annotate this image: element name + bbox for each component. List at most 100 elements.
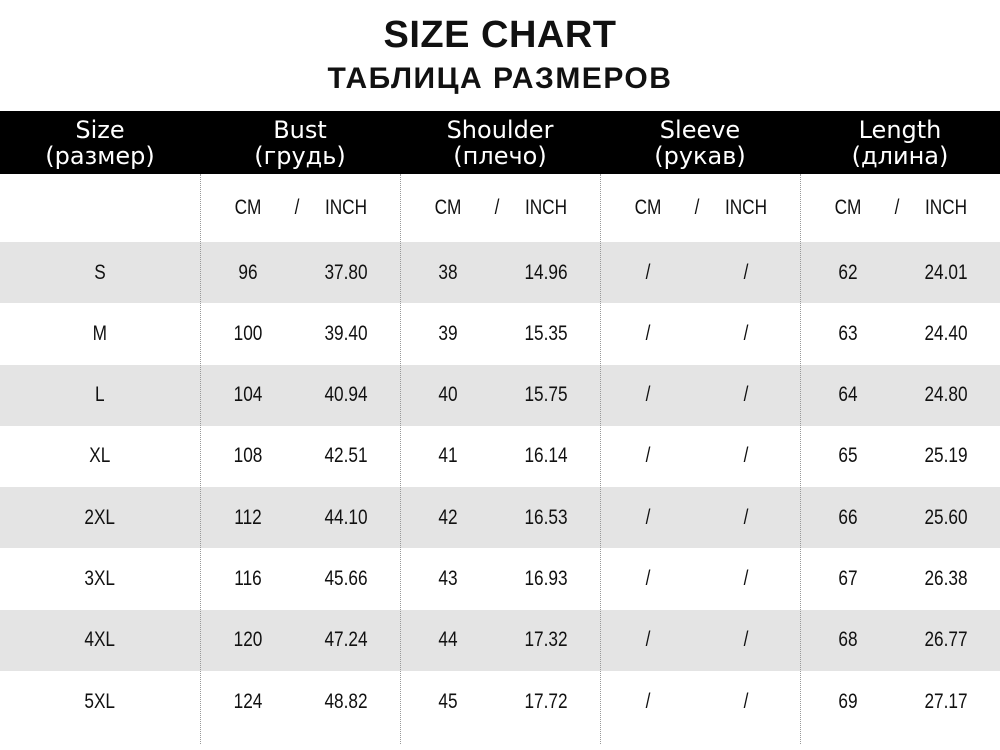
length-inch: 25.19 bbox=[924, 444, 968, 468]
bust-cm: 96 bbox=[238, 260, 258, 284]
shoulder-cell: 45 17.72 bbox=[400, 671, 600, 732]
column-header-en: Size bbox=[75, 116, 125, 144]
sleeve-cm: / bbox=[645, 505, 651, 529]
column-header-en: Length bbox=[858, 116, 942, 144]
length-cell: 69 27.17 bbox=[800, 671, 1000, 732]
unit-group: CM / INCH bbox=[600, 174, 800, 241]
length-cell: 65 25.19 bbox=[800, 426, 1000, 487]
size-label: M bbox=[92, 321, 108, 345]
size-label: XL bbox=[89, 444, 111, 468]
sleeve-cm: / bbox=[645, 321, 651, 345]
sleeve-cm: / bbox=[645, 383, 651, 407]
shoulder-inch: 14.96 bbox=[524, 260, 568, 284]
column-header-en: Sleeve bbox=[659, 116, 741, 144]
length-cm: 63 bbox=[838, 321, 858, 345]
table-row: 4XL 120 47.24 44 17.32//68 26.77 bbox=[0, 609, 1000, 671]
shoulder-cm: 43 bbox=[438, 567, 458, 590]
unit-group: CM / INCH bbox=[800, 174, 1000, 241]
length-cm: 68 bbox=[838, 628, 858, 652]
shoulder-cell: 42 16.53 bbox=[400, 487, 600, 548]
bust-cm: 104 bbox=[233, 383, 263, 407]
bust-cell: 108 42.51 bbox=[200, 426, 400, 487]
bust-inch: 47.24 bbox=[324, 628, 368, 652]
size-cell: 4XL bbox=[0, 610, 200, 671]
shoulder-inch: 16.53 bbox=[524, 505, 568, 529]
bust-inch: 45.66 bbox=[324, 567, 368, 590]
sleeve-inch: / bbox=[743, 321, 749, 345]
shoulder-cm: 39 bbox=[438, 321, 458, 345]
sleeve-cm: / bbox=[645, 444, 651, 468]
size-label: 3XL bbox=[84, 567, 116, 590]
bust-cell: 112 44.10 bbox=[200, 487, 400, 548]
sleeve-inch: / bbox=[743, 689, 749, 713]
size-label: 4XL bbox=[84, 628, 116, 652]
shoulder-cm: 41 bbox=[438, 444, 458, 468]
unit-inch: INCH bbox=[324, 195, 368, 219]
table-row: M 100 39.40 39 15.35//63 24.40 bbox=[0, 303, 1000, 364]
unit-cm: CM bbox=[634, 195, 662, 219]
bust-inch: 40.94 bbox=[324, 383, 368, 407]
shoulder-inch: 16.93 bbox=[524, 567, 568, 590]
size-label: L bbox=[95, 383, 105, 407]
bust-cm: 112 bbox=[234, 505, 262, 529]
column-header-en: Shoulder bbox=[446, 116, 554, 144]
bust-cm: 108 bbox=[233, 444, 263, 468]
column-header-ru: (плечо) bbox=[453, 142, 547, 170]
table-row: S 96 37.80 38 14.96//62 24.01 bbox=[0, 242, 1000, 303]
bust-cell: 96 37.80 bbox=[200, 242, 400, 303]
sleeve-cell: / / bbox=[600, 610, 800, 671]
sleeve-cell: / / bbox=[600, 303, 800, 364]
shoulder-cell: 39 15.35 bbox=[400, 303, 600, 364]
size-label: 2XL bbox=[84, 505, 116, 529]
column-header: Sleeve (рукав) bbox=[600, 111, 800, 174]
length-inch: 24.01 bbox=[924, 260, 968, 284]
length-inch: 26.77 bbox=[924, 628, 968, 652]
length-inch: 26.38 bbox=[924, 567, 968, 590]
unit-group: CM / INCH bbox=[400, 174, 600, 241]
size-label: S bbox=[94, 260, 106, 284]
bust-cell: 104 40.94 bbox=[200, 365, 400, 426]
column-divider bbox=[400, 174, 401, 744]
shoulder-cm: 42 bbox=[438, 505, 458, 529]
length-cm: 66 bbox=[838, 505, 858, 529]
shoulder-cell: 44 17.32 bbox=[400, 610, 600, 671]
page-title: SIZE CHART bbox=[383, 14, 617, 56]
bust-cell: 124 48.82 bbox=[200, 671, 400, 732]
bust-cell: 100 39.40 bbox=[200, 303, 400, 364]
length-inch: 24.80 bbox=[924, 383, 968, 407]
shoulder-inch: 15.35 bbox=[524, 321, 568, 345]
length-cell: 68 26.77 bbox=[800, 610, 1000, 671]
units-row: CM / INCH CM / INCH CM / INCH CM / INCH bbox=[0, 174, 1000, 241]
column-header-ru: (длина) bbox=[851, 142, 949, 170]
unit-separator: / bbox=[294, 195, 300, 219]
column-divider bbox=[800, 174, 801, 744]
column-header-ru: (размер) bbox=[45, 142, 155, 170]
sleeve-cell: / / bbox=[600, 426, 800, 487]
column-divider bbox=[200, 174, 201, 744]
shoulder-cell: 38 14.96 bbox=[400, 242, 600, 303]
size-cell: 5XL bbox=[0, 671, 200, 732]
table-row: 2XL 112 44.10 42 16.53//66 25.60 bbox=[0, 487, 1000, 549]
size-label: 5XL bbox=[84, 689, 116, 713]
size-cell: 2XL bbox=[0, 487, 200, 548]
column-header: Shoulder (плечо) bbox=[400, 111, 600, 174]
sleeve-cm: / bbox=[645, 567, 651, 590]
sleeve-inch: / bbox=[743, 260, 749, 284]
unit-separator: / bbox=[694, 195, 700, 219]
bust-cm: 116 bbox=[234, 567, 262, 590]
column-header-ru: (рукав) bbox=[654, 142, 746, 170]
sleeve-inch: / bbox=[743, 567, 749, 590]
column-header: Length (длина) bbox=[800, 111, 1000, 174]
unit-cm: CM bbox=[834, 195, 862, 219]
sleeve-inch: / bbox=[743, 383, 749, 407]
bust-inch: 48.82 bbox=[324, 689, 368, 713]
length-cell: 63 24.40 bbox=[800, 303, 1000, 364]
shoulder-cm: 40 bbox=[438, 383, 458, 407]
sleeve-inch: / bbox=[743, 505, 749, 529]
length-cm: 67 bbox=[838, 567, 858, 590]
length-cm: 62 bbox=[838, 260, 858, 284]
shoulder-cell: 40 15.75 bbox=[400, 365, 600, 426]
unit-separator: / bbox=[494, 195, 500, 219]
length-cm: 64 bbox=[838, 383, 858, 407]
sleeve-inch: / bbox=[743, 444, 749, 468]
